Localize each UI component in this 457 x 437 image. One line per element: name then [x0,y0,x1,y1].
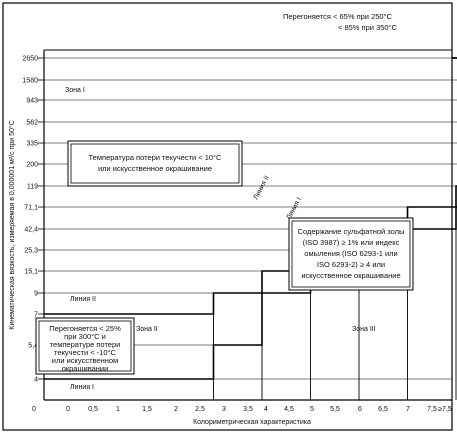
line-i [44,57,457,380]
x-tick-label: 5,5 [330,406,340,413]
line-ii-label-diagonal: Линия II [253,175,271,201]
x-tick-label: 4 [264,406,268,413]
svg-text:Содержание сульфатной золы: Содержание сульфатной золы [298,227,405,236]
svg-text:окрашивании: окрашивании [62,364,109,373]
y-tick-label: 562 [26,120,38,127]
svg-text:ISO 6293-2) ≥ 4 или: ISO 6293-2) ≥ 4 или [317,260,385,269]
svg-text:температуре потери: температуре потери [50,340,121,349]
svg-text:омыления (ISO 6293-1 или: омыления (ISO 6293-1 или [304,249,397,258]
y-tick-label: 335 [26,141,38,148]
y-tick-label: 4 [34,377,38,384]
x-tick-label: ≥7,5 [438,406,452,413]
distillation-box: Перегоняется < 25% при 300°С и температу… [35,317,135,375]
svg-text:искусственное окрашивание: искусственное окрашивание [301,271,400,280]
y-tick-label: 5,4 [28,343,38,350]
x-tick-label: 0 [32,406,36,413]
y-tick-label: 119 [27,184,38,191]
step-lines [44,57,457,380]
zone-iii-label: Зона III [352,326,376,333]
svg-text:или искусственное окрашивание: или искусственное окрашивание [98,164,212,173]
y-tick-label: 42,4 [24,227,38,234]
zone-ii-label: Зона II [136,326,158,333]
svg-text:текучести < -10°С: текучести < -10°С [54,348,116,357]
sulfated-ash-box: Содержание сульфатной золы (ISO 3987) ≥ … [288,217,414,291]
x-tick-labels: 0 0 0,5 1 1,5 2 2,5 3 3,5 4 4,5 5 5,5 6 6,5 7 7,5 ≥7,5 [32,406,452,413]
y-tick-label: 15,1 [24,269,38,276]
y-tick-label: 71,1 [24,205,38,212]
pour-point-box: Температура потери текучести < 10°С или … [67,140,243,187]
svg-text:или искусственном: или искусственном [52,356,118,365]
x-tick-label: 1,5 [142,406,152,413]
y-tick-label: 943 [26,98,38,105]
x-tick-label: 3 [222,406,226,413]
x-tick-label: 6 [358,406,362,413]
y-tick-label: 7 [34,312,38,319]
y-tick-labels: 2650 1580 943 562 335 200 119 71,1 42,4 25,3 15,1 9… [22,56,44,384]
x-tick-label: 0,5 [88,406,98,413]
y-tick-label: 9 [34,291,38,298]
zone-i-label: Зона I [65,87,85,94]
x-axis-label: Колориметрическая характеристика [193,419,311,426]
y-tick-label: 2650 [22,56,38,63]
x-tick-label: 2,5 [195,406,205,413]
x-tick-label: 7,5 [427,406,437,413]
svg-text:при 300°С и: при 300°С и [64,332,106,341]
line-ii [44,57,457,315]
y-axis-label: Кинематическая вязкость, измеряемая в 0,… [8,120,16,330]
svg-text:Перегоняется < 25%: Перегоняется < 25% [49,324,121,333]
y-tick-label: 25,3 [24,248,38,255]
x-tick-label: 1 [116,406,120,413]
y-tick-label: 1580 [22,78,38,85]
x-tick-label: 4,5 [284,406,294,413]
chart-frame [2,2,453,431]
line-i-label-bottom: Линия I [70,384,94,391]
top-note-line2: < 85% при 350°С [338,23,398,32]
x-tick-label: 7 [406,406,410,413]
x-tick-label: 3,5 [243,406,253,413]
x-tick-label: 6,5 [378,406,388,413]
line-i-label-diagonal: Линия I [286,196,303,220]
x-tick-label: 0 [66,406,70,413]
x-tick-label: 2 [174,406,178,413]
svg-text:(ISO 3987) ≥ 1% или индекс: (ISO 3987) ≥ 1% или индекс [303,238,400,247]
top-note-line1: Перегоняется < 65% при 250°С [283,12,393,21]
svg-text:Температура потери текучести <: Температура потери текучести < 10°С [89,153,223,162]
y-tick-label: 200 [26,162,38,169]
x-tick-label: 5 [310,406,314,413]
line-ii-label-left: Линия II [70,296,96,303]
